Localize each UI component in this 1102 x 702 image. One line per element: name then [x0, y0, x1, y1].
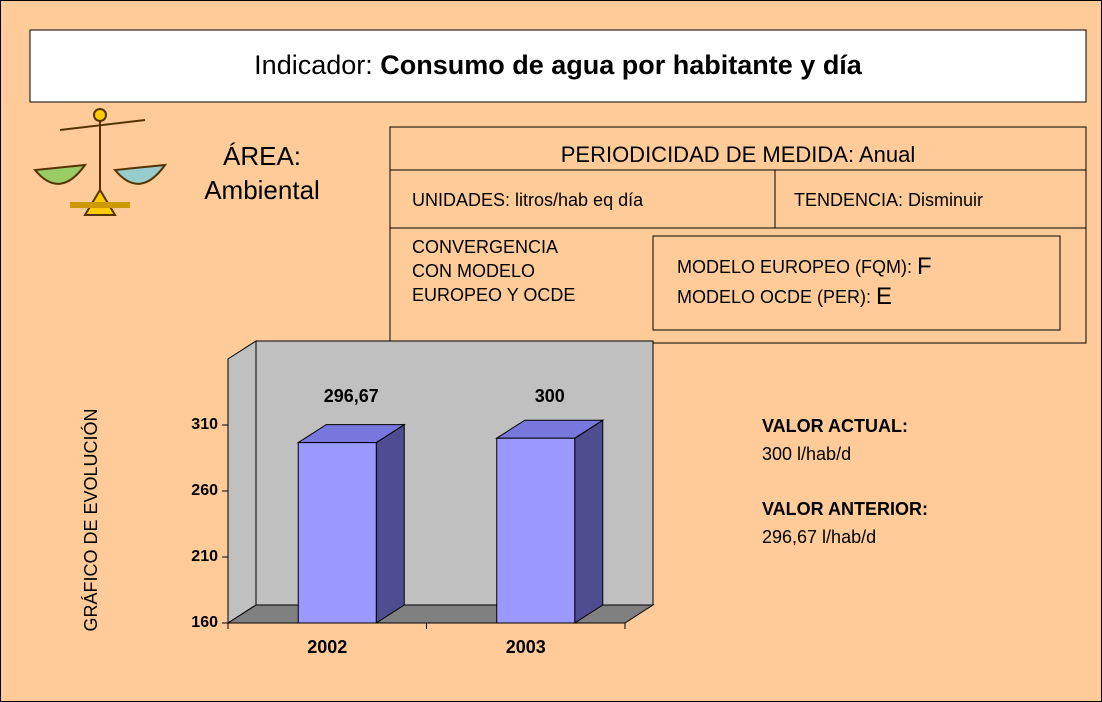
data-label: 300: [535, 386, 565, 406]
model: MODELO OCDE (PER): E: [677, 283, 892, 310]
model-grade: E: [876, 283, 892, 310]
page: Indicador: Consumo de agua por habitante…: [0, 0, 1102, 702]
x-tick-label: 2003: [506, 637, 546, 657]
periodicity: PERIODICIDAD DE MEDIDA: Anual: [561, 142, 916, 167]
slide: Indicador: Consumo de agua por habitante…: [0, 0, 1102, 702]
y-tick-label: 310: [191, 416, 218, 433]
bar: [298, 443, 376, 623]
y-tick-label: 260: [191, 482, 218, 499]
current-value: 300 l/hab/d: [762, 444, 851, 464]
model: MODELO EUROPEO (FQM): F: [677, 253, 932, 280]
title-label: Indicador:: [254, 50, 373, 80]
previous-value: 296,67 l/hab/d: [762, 527, 876, 547]
bar-side: [575, 420, 603, 623]
y-tick-label: 160: [191, 614, 218, 631]
trend: TENDENCIA: Disminuir: [794, 190, 983, 210]
bar-side: [376, 425, 404, 623]
current-label: VALOR ACTUAL:: [762, 416, 908, 436]
y-axis-title: GRÁFICO DE EVOLUCIÓN: [80, 408, 101, 631]
convergence-line: EUROPEO Y OCDE: [412, 285, 575, 305]
area-label: ÁREA:: [223, 141, 301, 171]
convergence-line: CON MODELO: [412, 261, 535, 281]
area-value: Ambiental: [204, 175, 320, 205]
convergence-line: CONVERGENCIA: [412, 237, 558, 257]
side-wall: [228, 341, 256, 623]
previous-label: VALOR ANTERIOR:: [762, 499, 928, 519]
model-label: MODELO EUROPEO (FQM):: [677, 257, 912, 277]
bar: [497, 438, 575, 623]
title-text: Consumo de agua por habitante y día: [380, 50, 863, 80]
model-grade: F: [917, 253, 932, 280]
x-tick-label: 2002: [307, 637, 347, 657]
model-label: MODELO OCDE (PER):: [677, 287, 871, 307]
units: UNIDADES: litros/hab eq día: [412, 190, 644, 210]
y-tick-label: 210: [191, 548, 218, 565]
title: Indicador: Consumo de agua por habitante…: [254, 50, 863, 80]
data-label: 296,67: [324, 386, 379, 406]
